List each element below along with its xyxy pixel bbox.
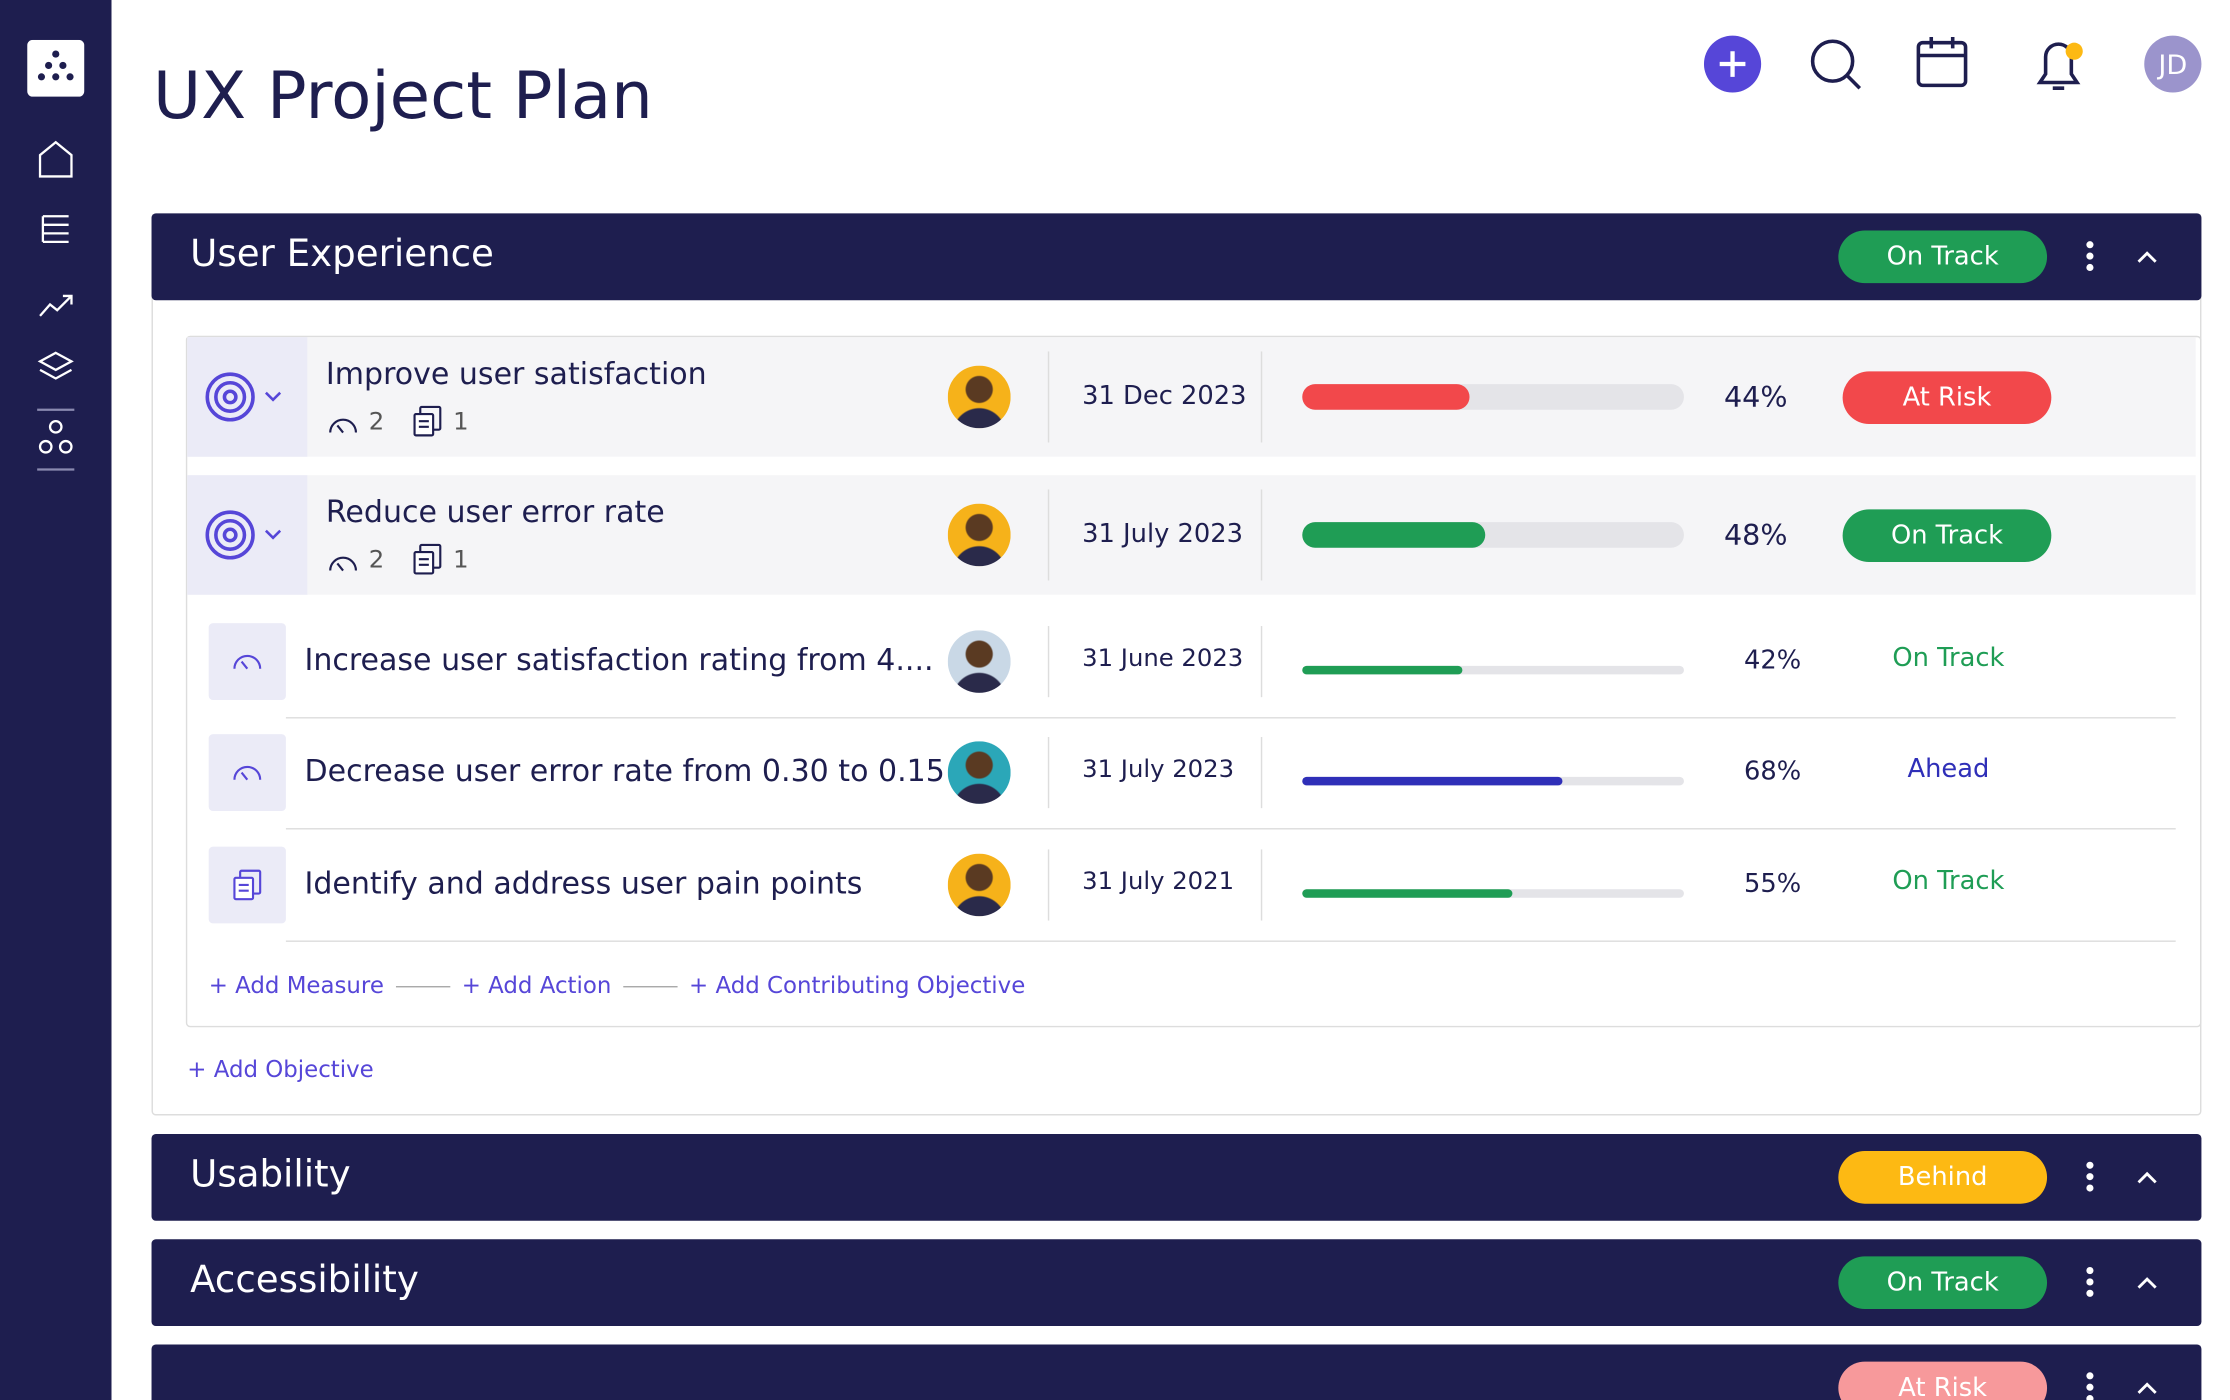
avatar — [947, 630, 1011, 693]
measure-count: 2 — [368, 546, 385, 575]
section-controls — [2076, 1160, 2167, 1200]
progress-label: 44% — [1723, 379, 1788, 415]
avatar — [947, 853, 1011, 917]
due-date: 31 June 2023 — [1082, 644, 1244, 673]
toolbar[interactable]: JD — [1701, 31, 2216, 99]
objective-group — [185, 335, 2202, 1028]
divider — [1047, 626, 1050, 698]
divider — [1260, 489, 1263, 581]
action-icon — [410, 542, 444, 582]
nav-icons[interactable] — [37, 139, 75, 480]
status-badge[interactable]: Behind — [1838, 1151, 2048, 1204]
row-separator — [285, 717, 2176, 719]
section-title: Usability — [190, 1153, 351, 1197]
divider — [1047, 737, 1050, 809]
status-badge[interactable]: On Track — [1838, 1256, 2048, 1309]
logo — [27, 39, 85, 97]
status-badge[interactable]: At Risk — [1842, 371, 2052, 424]
add-link[interactable]: + Add Action — [461, 971, 612, 999]
sidebar — [0, 0, 112, 1400]
due-date: 31 July 2023 — [1082, 519, 1243, 550]
progress-label: 55% — [1743, 869, 1802, 900]
link-connector — [395, 986, 451, 988]
divider — [1260, 351, 1263, 443]
item-icon — [208, 623, 286, 701]
due-date: 31 July 2021 — [1082, 867, 1235, 897]
progress-bar — [1302, 384, 1471, 410]
progress-bar — [1302, 522, 1486, 548]
objective-title: Improve user satisfaction — [325, 357, 707, 392]
item-status: Ahead — [1907, 754, 1990, 784]
item-status: On Track — [1892, 866, 2005, 897]
item-status: On Track — [1892, 643, 2005, 673]
objective-icon — [187, 337, 308, 457]
due-date: 31 July 2023 — [1082, 755, 1235, 784]
action-count: 1 — [453, 408, 469, 437]
status-badge[interactable]: At Risk — [1838, 1361, 2048, 1400]
due-date: 31 Dec 2023 — [1082, 381, 1247, 412]
progress-label: 48% — [1723, 517, 1788, 553]
page-title: UX Project Plan — [152, 56, 653, 134]
avatar[interactable]: JD — [2156, 50, 2187, 81]
section-controls — [2076, 239, 2167, 279]
section-controls — [2076, 1265, 2167, 1305]
progress-bar — [1302, 776, 1562, 786]
avatar — [947, 365, 1011, 429]
objective-icon — [187, 475, 308, 595]
item-title: Identify and address user pain points — [304, 866, 863, 901]
link-connector — [623, 986, 678, 988]
measure-count: 2 — [368, 408, 385, 437]
divider — [1260, 849, 1263, 921]
section-title: User Experience — [190, 233, 494, 277]
status-badge[interactable]: On Track — [1838, 230, 2048, 284]
avatar — [947, 741, 1011, 804]
objective-title: Reduce user error rate — [325, 495, 665, 530]
add-objective[interactable]: + Add Objective — [187, 1055, 374, 1083]
item-icon — [208, 846, 286, 924]
progress-bar — [1302, 889, 1513, 898]
section-controls — [2076, 1370, 2167, 1400]
measure-icon — [326, 408, 360, 442]
measure-icon — [326, 546, 360, 580]
item-title: Increase user satisfaction rating from 4… — [304, 643, 934, 678]
item-icon — [208, 734, 286, 811]
row-separator — [285, 828, 2176, 830]
divider — [1260, 626, 1263, 698]
progress-track — [1302, 665, 1684, 675]
progress-label: 42% — [1743, 645, 1802, 676]
add-link[interactable]: + Add Contributing Objective — [689, 971, 1026, 999]
row-separator — [285, 940, 2176, 942]
divider — [1260, 737, 1263, 809]
item-title: Decrease user error rate from 0.30 to 0.… — [304, 754, 945, 789]
action-count: 1 — [453, 546, 469, 575]
avatar — [947, 503, 1011, 567]
divider — [1047, 489, 1050, 581]
action-icon — [410, 404, 444, 444]
add-link[interactable]: + Add Measure — [208, 971, 384, 999]
status-badge[interactable]: On Track — [1842, 509, 2052, 563]
progress-bar — [1302, 665, 1463, 675]
progress-label: 68% — [1743, 756, 1802, 787]
divider — [1047, 849, 1050, 921]
divider — [1047, 351, 1050, 443]
section-title: Accessibility — [190, 1259, 419, 1302]
